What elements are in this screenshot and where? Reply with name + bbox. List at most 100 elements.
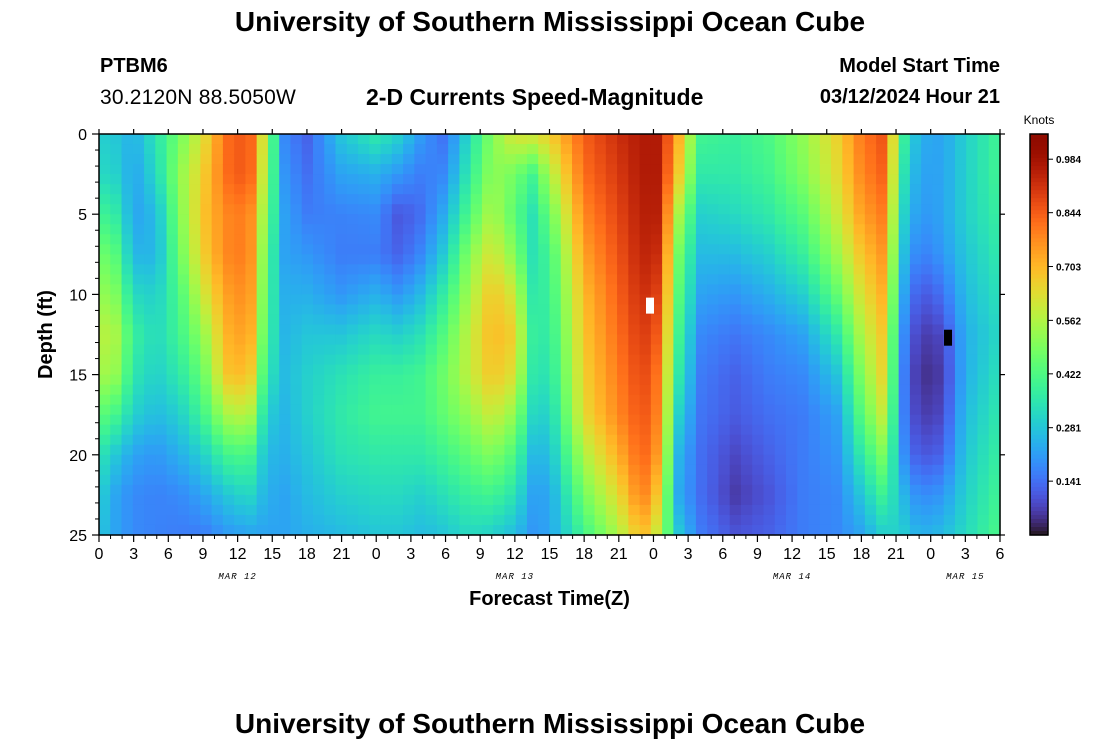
heatmap-cell bbox=[425, 374, 438, 386]
heatmap-cell bbox=[493, 444, 506, 456]
heatmap-cell bbox=[594, 444, 607, 456]
heatmap-cell bbox=[842, 404, 855, 416]
heatmap-cell bbox=[290, 514, 303, 526]
heatmap-cell bbox=[695, 174, 708, 185]
heatmap-cell bbox=[403, 474, 415, 486]
heatmap-cell bbox=[144, 444, 156, 456]
colorbar-segment bbox=[1030, 478, 1048, 484]
heatmap-cell bbox=[200, 184, 213, 195]
heatmap-cell bbox=[932, 514, 945, 526]
heatmap-cell bbox=[921, 424, 934, 436]
heatmap-cell bbox=[121, 314, 134, 326]
heatmap-cell bbox=[549, 174, 562, 185]
heatmap-cell bbox=[808, 154, 821, 165]
heatmap-cell bbox=[560, 244, 573, 255]
heatmap-cell bbox=[808, 404, 821, 416]
heatmap-cell bbox=[898, 324, 911, 336]
heatmap-cell bbox=[369, 474, 382, 486]
heatmap-cell bbox=[301, 524, 314, 536]
heatmap-cell bbox=[797, 174, 810, 185]
heatmap-cell bbox=[267, 184, 280, 195]
heatmap-cell bbox=[312, 134, 325, 145]
colorbar-segment bbox=[1030, 338, 1048, 344]
heatmap-cell bbox=[864, 194, 877, 205]
heatmap-cell bbox=[740, 374, 753, 386]
heatmap-cell bbox=[707, 214, 720, 225]
heatmap-cell bbox=[594, 224, 607, 235]
heatmap-cell bbox=[526, 254, 539, 265]
heatmap-cell bbox=[921, 284, 934, 296]
heatmap-cell bbox=[144, 494, 156, 506]
heatmap-cell bbox=[954, 464, 967, 476]
heatmap-cell bbox=[166, 154, 179, 165]
heatmap-cell bbox=[740, 484, 753, 496]
heatmap-cell bbox=[617, 374, 629, 386]
heatmap-cell bbox=[200, 424, 213, 436]
heatmap-cell bbox=[943, 454, 956, 466]
colorbar-segment bbox=[1030, 510, 1048, 516]
heatmap-cell bbox=[301, 334, 314, 346]
heatmap-cell bbox=[245, 194, 258, 205]
heatmap-cell bbox=[177, 394, 190, 406]
heatmap-cell bbox=[617, 174, 629, 185]
heatmap-cell bbox=[301, 474, 314, 486]
heatmap-cell bbox=[515, 134, 528, 145]
heatmap-cell bbox=[144, 484, 156, 496]
heatmap-cell bbox=[808, 184, 821, 195]
heatmap-cell bbox=[234, 504, 247, 516]
heatmap-cell bbox=[966, 244, 979, 255]
heatmap-cell bbox=[166, 394, 179, 406]
heatmap-cell bbox=[155, 184, 168, 195]
heatmap-cell bbox=[481, 454, 494, 466]
heatmap-cell bbox=[346, 484, 359, 496]
heatmap-cell bbox=[358, 524, 370, 536]
heatmap-cell bbox=[346, 434, 359, 446]
heatmap-cell bbox=[943, 224, 956, 235]
heatmap-cell bbox=[189, 354, 201, 366]
heatmap-cell bbox=[504, 214, 517, 225]
heatmap-cell bbox=[594, 384, 607, 396]
heatmap-cell bbox=[211, 224, 224, 235]
heatmap-cell bbox=[560, 364, 573, 376]
heatmap-cell bbox=[842, 144, 855, 155]
heatmap-cell bbox=[943, 514, 956, 526]
heatmap-cell bbox=[504, 504, 517, 516]
heatmap-cell bbox=[166, 444, 179, 456]
heatmap-cell bbox=[425, 364, 438, 376]
heatmap-cell bbox=[718, 254, 731, 265]
heatmap-cell bbox=[346, 354, 359, 366]
heatmap-cell bbox=[324, 504, 337, 516]
heatmap-cell bbox=[358, 274, 370, 285]
heatmap-cell bbox=[132, 294, 145, 306]
heatmap-cell bbox=[403, 424, 415, 436]
heatmap-cell bbox=[628, 424, 641, 436]
heatmap-cell bbox=[786, 454, 798, 466]
colorbar-segment bbox=[1030, 286, 1048, 291]
heatmap-cell bbox=[245, 224, 258, 235]
heatmap-cell bbox=[470, 214, 483, 225]
heatmap-cell bbox=[189, 324, 201, 336]
heatmap-cell bbox=[740, 454, 753, 466]
heatmap-cell bbox=[312, 284, 325, 296]
heatmap-cell bbox=[684, 414, 697, 426]
heatmap-cell bbox=[414, 364, 427, 376]
heatmap-cell bbox=[470, 324, 483, 336]
heatmap-cell bbox=[448, 174, 460, 185]
heatmap-cell bbox=[380, 514, 393, 526]
heatmap-cell bbox=[391, 454, 404, 466]
heatmap-cell bbox=[470, 334, 483, 346]
heatmap-cell bbox=[470, 174, 483, 185]
heatmap-cell bbox=[369, 234, 382, 245]
heatmap-cell bbox=[628, 454, 641, 466]
heatmap-cell bbox=[887, 294, 900, 306]
heatmap-cell bbox=[932, 414, 945, 426]
heatmap-cell bbox=[245, 364, 258, 376]
heatmap-cell bbox=[887, 364, 900, 376]
heatmap-cell bbox=[977, 464, 990, 476]
heatmap-cell bbox=[909, 154, 922, 165]
heatmap-cell bbox=[673, 364, 686, 376]
heatmap-cell bbox=[864, 384, 877, 396]
heatmap-cell bbox=[290, 144, 303, 155]
heatmap-cell bbox=[121, 364, 134, 376]
heatmap-cell bbox=[887, 444, 900, 456]
